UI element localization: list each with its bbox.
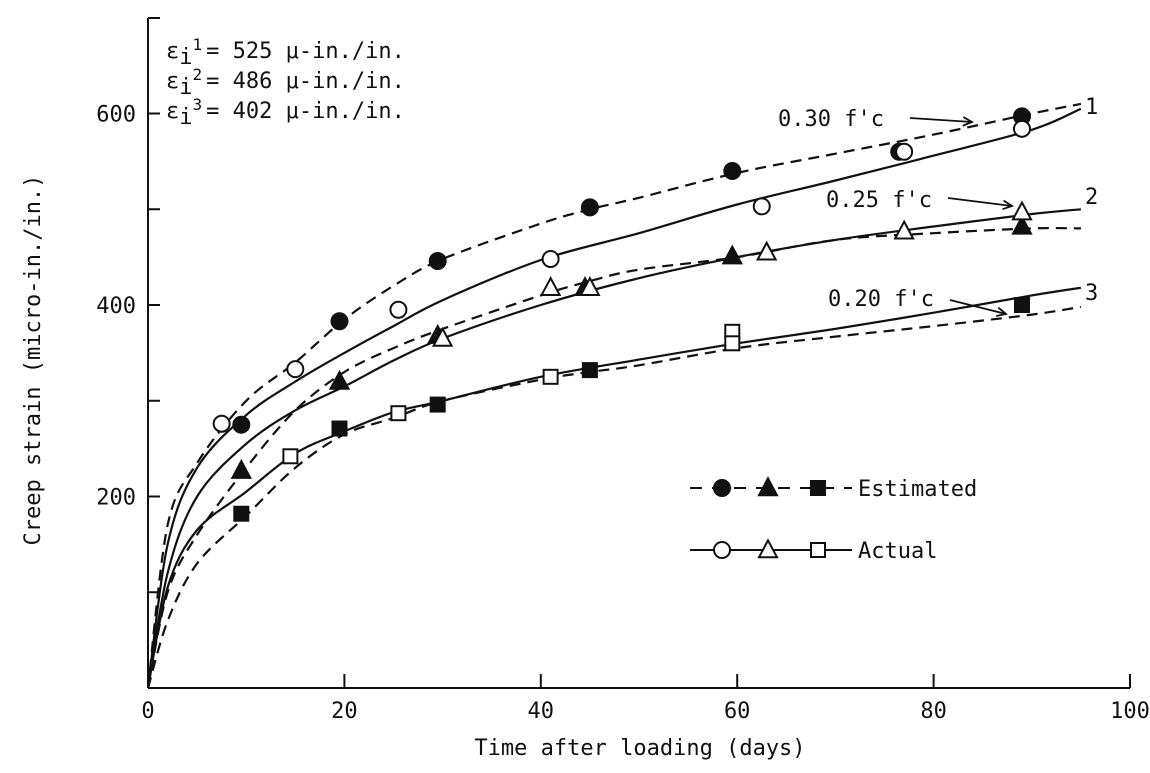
curve-3-actual-square-marker <box>542 368 559 385</box>
curve-1-actual-circle-marker <box>212 414 231 433</box>
curve-3-estimated-square-marker <box>429 396 446 413</box>
curve-1-actual-circle-marker <box>1012 119 1031 138</box>
curve-3-estimated-square-marker <box>1013 297 1030 313</box>
stress-arrowhead-2 <box>1002 199 1015 211</box>
curve-1-estimated-circle-marker <box>723 161 742 180</box>
curve-1-estimated-circle-marker <box>428 251 447 270</box>
x-tick-label: 0 <box>141 699 154 724</box>
curve-3-actual-square-marker <box>282 448 299 465</box>
curve-1-estimated-circle-marker <box>232 415 251 434</box>
stress-label-1: 0.30 f'c <box>778 107 884 132</box>
legend-actual-triangle-marker <box>757 538 779 559</box>
stress-arrow-3 <box>949 299 1007 315</box>
initial-strain-3: εi3 = 402 μ-in./in. <box>166 95 405 130</box>
legend-actual-circle-marker <box>713 541 731 559</box>
curve-1-actual-circle-marker <box>895 142 914 161</box>
curve-3-estimated-square-marker <box>233 505 250 522</box>
legend-estimated-square-marker <box>810 480 826 496</box>
curve-1-estimated-line <box>146 102 1082 689</box>
stress-arrowhead-1 <box>962 116 975 127</box>
stress-arrow-1 <box>909 117 973 123</box>
curve-2-estimated-triangle-marker <box>1011 214 1033 235</box>
x-tick-label: 40 <box>528 699 555 724</box>
x-axis-label: Time after loading (days) <box>474 736 805 761</box>
legend: Estimated Actual <box>690 476 977 564</box>
legend-estimated-circle-marker <box>713 479 731 497</box>
legend-estimated-triangle-marker <box>757 476 779 497</box>
legend-actual-square-marker <box>810 542 826 558</box>
x-tick-label: 20 <box>331 699 358 724</box>
curve-2-actual-triangle-marker <box>539 276 562 296</box>
curve-1-actual-line <box>146 107 1082 689</box>
curve-1-actual-circle-marker <box>389 300 408 319</box>
axes: 0 20 40 60 80 100 200 400 600 <box>96 17 1150 724</box>
curve-number-3: 3 <box>1085 281 1098 306</box>
stress-level-labels: 0.30 f'c 1 0.25 f'c 2 0.20 f'c 3 <box>778 95 1098 317</box>
curve-2-estimated-line <box>146 226 1081 689</box>
curve-2-estimated-triangle-marker <box>230 458 252 479</box>
curve-1-actual-circle-marker <box>541 250 560 269</box>
y-tick-label: 600 <box>96 103 136 128</box>
curve-1-actual-circle-marker <box>286 360 305 379</box>
stress-label-3: 0.20 f'c <box>828 287 934 312</box>
curve-2-actual-line <box>146 208 1081 689</box>
stress-arrow-2 <box>947 197 1013 207</box>
legend-estimated-label: Estimated <box>858 477 977 502</box>
curve-2-actual-triangle-marker <box>1011 200 1033 221</box>
curve-1-estimated-circle-marker <box>580 198 599 217</box>
curve-3-actual-square-marker <box>390 405 407 422</box>
curve-3-estimated-square-marker <box>581 362 598 379</box>
curve-2-actual-triangle-marker <box>755 240 778 261</box>
y-axis-label: Creep strain (micro-in./in.) <box>21 175 46 546</box>
curves <box>146 102 1082 689</box>
curve-1-estimated-circle-marker <box>330 312 349 331</box>
markers <box>212 107 1033 522</box>
curve-2-actual-triangle-marker <box>893 219 915 240</box>
x-tick-label: 80 <box>920 699 947 724</box>
curve-2-estimated-triangle-marker <box>328 369 351 390</box>
stress-label-2: 0.25 f'c <box>826 188 932 213</box>
curve-2-actual-triangle-marker <box>431 326 454 347</box>
curve-3-actual-line <box>146 286 1082 689</box>
curve-1-actual-circle-marker <box>752 197 771 216</box>
initial-strain-annotations: εi1 = 525 μ-in./in.εi2 = 486 μ-in./in.εi3 =… <box>166 35 405 130</box>
y-tick-label: 200 <box>96 486 136 511</box>
stress-arrowhead-3 <box>996 306 1009 317</box>
curve-3-actual-square-marker <box>724 335 741 352</box>
curve-2-estimated-triangle-marker <box>721 244 743 265</box>
curve-number-1: 1 <box>1085 95 1098 120</box>
curve-3-estimated-square-marker <box>331 420 348 437</box>
curve-2-actual-triangle-marker <box>579 276 601 296</box>
legend-actual-label: Actual <box>858 539 937 564</box>
curve-number-2: 2 <box>1085 185 1098 210</box>
x-tick-label: 60 <box>724 699 751 724</box>
initial-strain-2: εi2 = 486 μ-in./in. <box>166 65 405 100</box>
curve-3-estimated-line <box>146 305 1082 689</box>
initial-strain-1: εi1 = 525 μ-in./in. <box>166 35 405 70</box>
y-tick-label: 400 <box>96 294 136 319</box>
x-tick-label: 100 <box>1110 699 1150 724</box>
